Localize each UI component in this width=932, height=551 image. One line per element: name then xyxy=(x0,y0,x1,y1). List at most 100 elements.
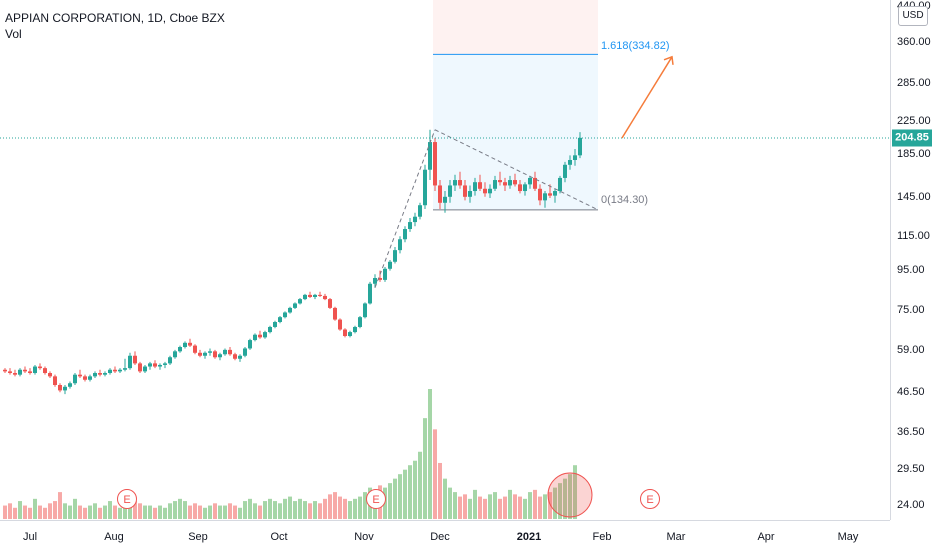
candle-body xyxy=(143,366,147,372)
volume-bar xyxy=(428,389,432,519)
candle-body xyxy=(503,182,507,186)
fib-base-label: 0(134.30) xyxy=(601,193,649,206)
candle-body xyxy=(383,268,387,280)
volume-bar xyxy=(423,418,427,519)
volume-bar xyxy=(173,501,177,519)
time-tick-label: May xyxy=(837,531,859,543)
candle-body xyxy=(83,376,87,380)
candle-body xyxy=(448,185,452,197)
candle-body xyxy=(438,185,442,203)
volume-bar xyxy=(388,483,392,519)
candle-body xyxy=(113,369,117,372)
volume-bar xyxy=(213,503,217,519)
candle-body xyxy=(138,363,142,372)
candle-body xyxy=(408,222,412,230)
candle-body xyxy=(8,371,12,374)
time-axis[interactable]: Jul Aug Sep Oct Nov Dec 2021 Feb Mar Apr May xyxy=(0,520,890,551)
time-tick-label: Dec xyxy=(430,531,450,543)
volume-bar xyxy=(458,496,462,519)
volume-bar xyxy=(308,503,312,519)
price-tick-label: 46.50 xyxy=(897,386,925,398)
price-tick-label: 360.00 xyxy=(897,36,931,48)
volume-bar xyxy=(248,498,252,519)
price-axis[interactable]: 440.00360.00285.00225.00185.00145.00115.… xyxy=(890,0,932,520)
earnings-marker[interactable]: E xyxy=(117,489,137,509)
volume-bar xyxy=(53,501,57,519)
candle-body xyxy=(103,373,107,375)
candle-body xyxy=(548,193,552,196)
candle-body xyxy=(278,317,282,322)
volume-bar xyxy=(218,505,222,519)
candle-body xyxy=(223,349,227,355)
volume-bar xyxy=(93,503,97,519)
volume-bar xyxy=(398,474,402,519)
price-tick-label: 59.00 xyxy=(897,344,925,356)
candle-body xyxy=(283,312,287,318)
volume-bar xyxy=(183,501,187,519)
candle-body xyxy=(318,294,322,296)
candle-body xyxy=(58,385,62,391)
volume-bar xyxy=(503,496,507,519)
volume-indicator-label[interactable]: Vol xyxy=(5,27,22,41)
price-tick-label: 95.00 xyxy=(897,264,925,276)
candle-body xyxy=(293,303,297,308)
candle-body xyxy=(348,332,352,337)
candle-body xyxy=(33,366,37,374)
volume-bar xyxy=(433,429,437,519)
candle-body xyxy=(418,205,422,217)
volume-bar xyxy=(3,505,7,519)
volume-bar xyxy=(548,492,552,519)
volume-bar xyxy=(478,496,482,519)
time-tick-label: Oct xyxy=(270,531,288,543)
candle-body xyxy=(298,299,302,304)
volume-bar xyxy=(133,501,137,519)
currency-button[interactable]: USD xyxy=(898,6,928,26)
volume-bar xyxy=(48,503,52,519)
volume-bar xyxy=(268,498,272,519)
candle-body xyxy=(163,363,167,365)
volume-bar xyxy=(318,503,322,519)
projection-arrow-head xyxy=(663,55,674,65)
volume-bar xyxy=(543,494,547,519)
volume-bar xyxy=(523,498,527,519)
candle-body xyxy=(423,169,427,206)
candle-body xyxy=(273,321,277,327)
candle-body xyxy=(153,363,157,367)
volume-bar xyxy=(443,478,447,519)
candle-body xyxy=(148,363,152,367)
candle-body xyxy=(208,351,212,353)
earnings-marker[interactable]: E xyxy=(366,489,386,509)
volume-bar xyxy=(28,507,32,519)
volume-bar xyxy=(313,501,317,519)
candle-body xyxy=(398,239,402,251)
price-tick-label: 145.00 xyxy=(897,191,931,203)
volume-bar xyxy=(58,492,62,519)
volume-bar xyxy=(138,503,142,519)
price-tick-label: 115.00 xyxy=(897,230,930,242)
volume-bar xyxy=(323,498,327,519)
candle-body xyxy=(313,294,317,297)
candle-body xyxy=(378,277,382,280)
volume-bar xyxy=(288,496,292,519)
volume-bar xyxy=(33,498,37,519)
candle-body xyxy=(258,334,262,338)
earnings-marker[interactable]: E xyxy=(640,489,660,509)
time-tick-label: Feb xyxy=(592,531,612,543)
candle-body xyxy=(573,155,577,160)
candle-body xyxy=(358,317,362,327)
candle-body xyxy=(343,329,347,337)
volume-bar xyxy=(413,460,417,519)
candle-body xyxy=(563,164,567,178)
volume-bar xyxy=(403,469,407,519)
volume-bar xyxy=(328,494,332,519)
symbol-title: APPIAN CORPORATION, 1D, Cboe BZX xyxy=(5,11,225,25)
candle-body xyxy=(158,364,162,367)
volume-bar xyxy=(473,489,477,519)
candle-body xyxy=(123,368,127,370)
candle-body xyxy=(508,180,512,186)
candle-body xyxy=(53,376,57,386)
price-chart[interactable]: 1.618(334.82) 0(134.30) E E E xyxy=(0,0,890,520)
volume-bar xyxy=(208,505,212,519)
candle-body xyxy=(38,366,42,369)
volume-bar xyxy=(68,505,72,519)
